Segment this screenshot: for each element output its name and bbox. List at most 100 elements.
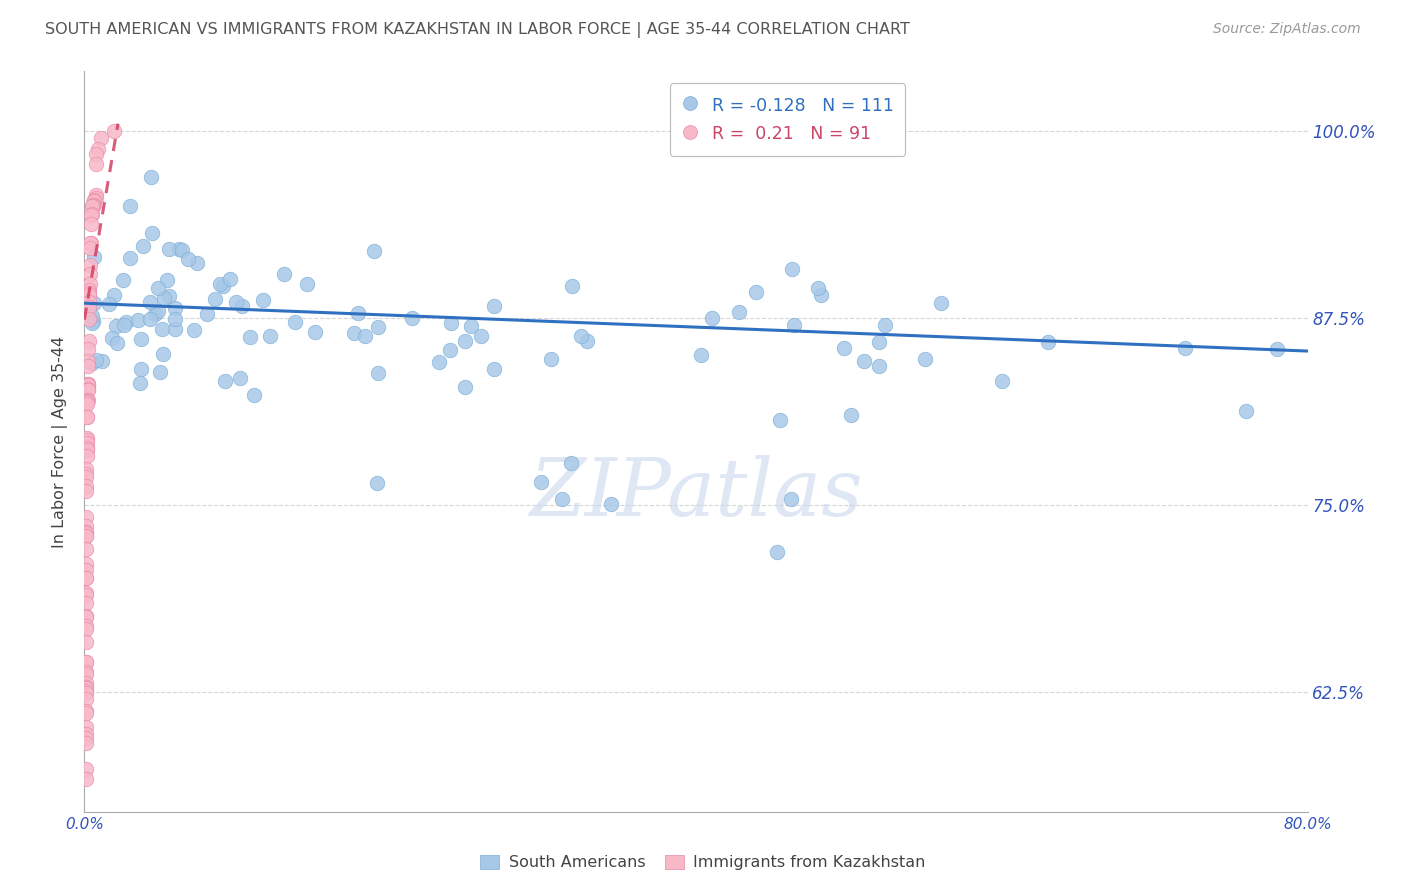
Point bbox=[75, 675, 97, 690]
Point bbox=[101, 331, 124, 345]
Point bbox=[80, 207, 103, 221]
Point bbox=[690, 348, 713, 362]
Point bbox=[83, 194, 105, 208]
Point bbox=[103, 123, 125, 137]
Point bbox=[157, 242, 180, 256]
Point bbox=[183, 323, 205, 337]
Point bbox=[75, 665, 97, 680]
Point bbox=[77, 285, 100, 300]
Point bbox=[186, 256, 208, 270]
Point bbox=[132, 239, 155, 253]
Point bbox=[76, 376, 98, 391]
Legend: R = -0.128   N = 111, R =  0.21   N = 91: R = -0.128 N = 111, R = 0.21 N = 91 bbox=[671, 83, 905, 156]
Point bbox=[152, 291, 174, 305]
Point bbox=[83, 296, 105, 310]
Point bbox=[75, 563, 97, 577]
Point bbox=[401, 310, 423, 325]
Point bbox=[80, 356, 103, 370]
Point bbox=[105, 335, 128, 350]
Point bbox=[343, 326, 366, 341]
Point bbox=[76, 383, 98, 397]
Point bbox=[79, 235, 101, 250]
Point bbox=[484, 362, 506, 376]
Point bbox=[347, 306, 370, 320]
Point bbox=[75, 529, 97, 543]
Point bbox=[75, 772, 97, 787]
Point bbox=[105, 319, 128, 334]
Point bbox=[700, 310, 723, 325]
Point bbox=[143, 307, 166, 321]
Point bbox=[810, 288, 832, 302]
Point bbox=[991, 374, 1014, 388]
Point bbox=[259, 328, 281, 343]
Point bbox=[79, 268, 101, 282]
Point bbox=[569, 328, 592, 343]
Point bbox=[111, 273, 134, 287]
Point bbox=[84, 191, 107, 205]
Point bbox=[427, 355, 450, 369]
Point bbox=[177, 252, 200, 266]
Point bbox=[75, 571, 97, 585]
Point bbox=[454, 334, 477, 348]
Point bbox=[75, 597, 97, 611]
Point bbox=[84, 352, 107, 367]
Point bbox=[138, 295, 160, 310]
Point bbox=[139, 312, 162, 326]
Point bbox=[304, 325, 326, 339]
Point bbox=[75, 622, 97, 636]
Point bbox=[75, 585, 97, 599]
Point bbox=[118, 251, 141, 265]
Point bbox=[141, 170, 163, 185]
Point bbox=[90, 353, 112, 368]
Point bbox=[576, 334, 599, 349]
Point bbox=[120, 199, 142, 213]
Point bbox=[1236, 403, 1258, 417]
Point bbox=[76, 441, 98, 455]
Point bbox=[243, 388, 266, 402]
Point bbox=[75, 635, 97, 649]
Point bbox=[157, 289, 180, 303]
Point bbox=[561, 279, 583, 293]
Point bbox=[75, 667, 97, 681]
Point bbox=[90, 131, 112, 145]
Point bbox=[1036, 335, 1059, 350]
Point bbox=[163, 301, 186, 315]
Text: Source: ZipAtlas.com: Source: ZipAtlas.com bbox=[1213, 22, 1361, 37]
Point bbox=[75, 686, 97, 700]
Point bbox=[76, 410, 98, 425]
Point bbox=[440, 316, 463, 330]
Text: SOUTH AMERICAN VS IMMIGRANTS FROM KAZAKHSTAN IN LABOR FORCE | AGE 35-44 CORRELAT: SOUTH AMERICAN VS IMMIGRANTS FROM KAZAKH… bbox=[45, 22, 910, 38]
Point bbox=[600, 497, 623, 511]
Point bbox=[807, 281, 830, 295]
Point bbox=[239, 329, 262, 343]
Point bbox=[82, 314, 104, 328]
Point bbox=[131, 362, 153, 376]
Point bbox=[219, 272, 242, 286]
Point bbox=[225, 295, 247, 310]
Point bbox=[780, 492, 803, 507]
Point bbox=[76, 432, 98, 446]
Point bbox=[79, 283, 101, 297]
Point bbox=[80, 217, 103, 231]
Point bbox=[103, 288, 125, 302]
Point bbox=[853, 354, 876, 368]
Point bbox=[75, 509, 97, 524]
Point bbox=[152, 347, 174, 361]
Point bbox=[75, 557, 97, 571]
Point bbox=[75, 479, 97, 493]
Point bbox=[77, 359, 100, 374]
Point bbox=[82, 199, 104, 213]
Point bbox=[929, 295, 952, 310]
Point bbox=[75, 470, 97, 484]
Point bbox=[76, 396, 98, 410]
Point bbox=[75, 736, 97, 750]
Point bbox=[77, 353, 100, 368]
Point bbox=[76, 378, 98, 392]
Point bbox=[75, 588, 97, 602]
Point bbox=[82, 198, 104, 212]
Point bbox=[367, 366, 389, 380]
Point bbox=[75, 704, 97, 718]
Point bbox=[560, 456, 582, 470]
Point bbox=[167, 242, 190, 256]
Point bbox=[84, 147, 107, 161]
